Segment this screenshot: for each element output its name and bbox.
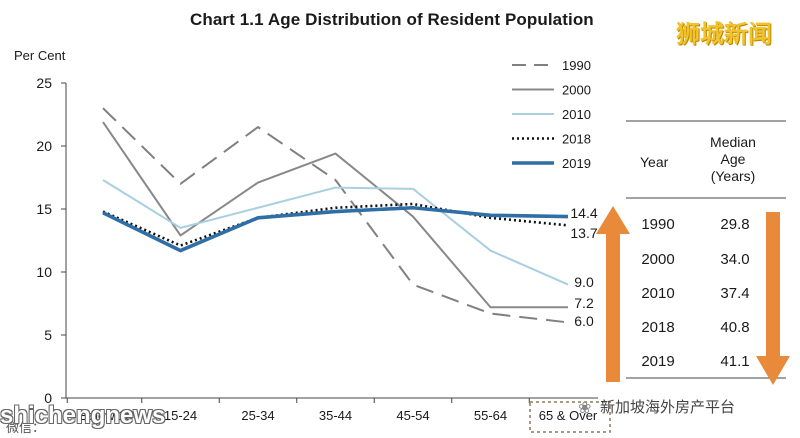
legend-label-1990: 1990 — [562, 58, 591, 73]
x-tick-label: 35-44 — [319, 408, 352, 423]
legend-label-2018: 2018 — [562, 132, 591, 147]
x-tick-label: Below 15 — [79, 408, 132, 423]
x-tick-label: 25-34 — [241, 408, 274, 423]
watermark-bottom-right: 新加坡海外房产平台 — [600, 399, 736, 416]
y-tick-label: 25 — [36, 75, 52, 91]
y-tick-label: 5 — [44, 327, 52, 343]
arrow-up-shaft — [606, 232, 620, 382]
table-age-cell: 37.4 — [720, 285, 749, 302]
legend-label-2000: 2000 — [562, 83, 591, 98]
table-header-year: Year — [640, 154, 669, 170]
wechat-icon: ❀ — [578, 400, 592, 417]
y-tick-label: 20 — [36, 138, 52, 154]
table-age-cell: 34.0 — [720, 251, 749, 268]
x-tick-label: 55-64 — [474, 408, 507, 423]
chart-title: Chart 1.1 Age Distribution of Resident P… — [190, 10, 594, 29]
arrow-down-head-icon — [756, 356, 790, 385]
arrow-up-head-icon — [596, 206, 630, 234]
table-year-cell: 2018 — [641, 319, 674, 336]
series-line-2010 — [102, 179, 569, 286]
highlight-box-65-over — [529, 401, 611, 433]
table-header-median-age: Median Age (Years) — [710, 134, 756, 184]
end-value-label: 7.2 — [574, 295, 594, 311]
x-tick-label: 65 & Over — [539, 408, 598, 423]
watermark-bottom-left: shichengnews — [0, 402, 166, 429]
table-age-cell: 40.8 — [720, 319, 749, 336]
y-tick-label: 15 — [36, 201, 52, 217]
table-year-cell: 1990 — [641, 216, 674, 233]
table-age-cell: 41.1 — [720, 353, 749, 370]
end-value-label: 6.0 — [574, 313, 594, 329]
table-year-cell: 2019 — [641, 353, 674, 370]
y-tick-label: 10 — [36, 264, 52, 280]
arrow-down-shaft — [766, 212, 780, 360]
end-value-label: 14.4 — [570, 205, 597, 221]
table-age-cell: 29.8 — [720, 216, 749, 233]
legend-label-2010: 2010 — [562, 107, 591, 122]
x-tick-label: 15-24 — [164, 408, 197, 423]
end-value-label: 9.0 — [574, 274, 594, 290]
series-line-2019 — [102, 205, 569, 253]
watermark-bottom-left-sub: 微信： — [6, 420, 46, 435]
y-axis-label: Per Cent — [14, 48, 66, 63]
table-year-cell: 2010 — [641, 285, 674, 302]
watermark-top-right: 狮城新闻 — [676, 21, 772, 48]
legend-label-2019: 2019 — [562, 156, 591, 171]
y-tick-label: 0 — [44, 390, 52, 406]
table-header-row: Year Median Age (Years) — [626, 120, 786, 192]
x-tick-label: 45-54 — [396, 408, 429, 423]
end-value-label: 13.7 — [570, 225, 597, 241]
table-year-cell: 2000 — [641, 251, 674, 268]
